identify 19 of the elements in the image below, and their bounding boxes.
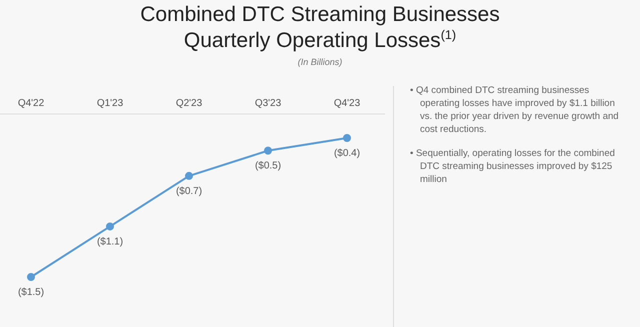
point [343,134,351,142]
x-tick-label: Q3'23 [254,98,282,109]
point [106,222,114,230]
text: • Q4 combined DTC streaming businesses operating losses have improved by $1.1 billion vs. the prior year driven by revenue growth and cost reductions. [410,84,620,136]
chart-subtitle: (In Billions) [296,57,344,67]
x-tick-label: Q4'23 [334,98,361,109]
x-tick-label: Q2'23 [176,98,203,109]
point [264,146,272,155]
data-label: ($0.7) [176,186,202,197]
data-label: ($0.5) [254,160,282,172]
x-tick-label: Q4'22 [18,98,45,109]
x-tick-label: Q1'23 [96,98,124,109]
chart-title: Combined DTC Streaming Businesses Quarterly Operating Losses$^{(1)}$ [139,2,501,54]
data-label: ($0.4) [334,148,360,159]
data-label: ($1.5) [18,287,44,298]
data-label: ($1.1) [96,236,124,248]
text: • Sequentially, operating losses for the combined DTC streaming businesses improved by $125 million [410,147,616,186]
point [27,273,35,281]
point [185,172,193,180]
